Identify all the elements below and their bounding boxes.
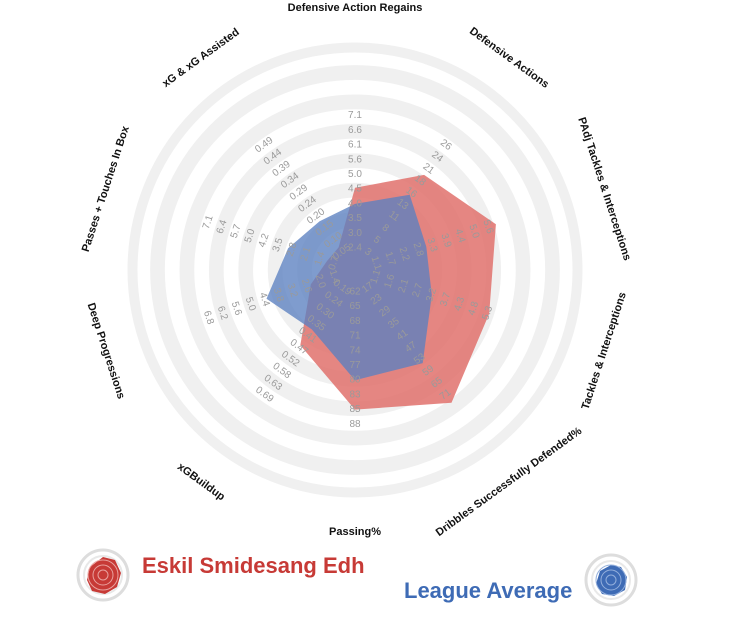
tick-label: 65 bbox=[349, 301, 361, 312]
axis-label: Tackles & Interceptions bbox=[580, 291, 629, 411]
series-polygon-league bbox=[266, 194, 432, 381]
tick-label: 3.5 bbox=[271, 236, 286, 253]
tick-label: 3 bbox=[362, 246, 373, 258]
axis-label: Defensive Action Regains bbox=[288, 2, 423, 14]
league-radar-icon bbox=[584, 553, 638, 607]
tick-label: 4.2 bbox=[257, 232, 272, 249]
tick-label: 6.8 bbox=[201, 309, 216, 326]
tick-label: 3.7 bbox=[438, 291, 453, 308]
radar-ring bbox=[127, 42, 583, 498]
tick-label: 2.8 bbox=[411, 241, 426, 258]
radar-ring bbox=[179, 94, 531, 446]
tick-label: 1.7 bbox=[383, 250, 398, 267]
tick-label: 1.1 bbox=[369, 268, 384, 285]
tick-label: 2.1 bbox=[299, 245, 314, 262]
tick-label: 2.6 bbox=[299, 278, 314, 295]
tick-label: 1.6 bbox=[383, 273, 398, 290]
legend-label-league: League Average bbox=[404, 578, 573, 603]
tick-label: 4.5 bbox=[348, 184, 362, 195]
tick-label: 3.9 bbox=[438, 232, 453, 249]
tick-label: 4.4 bbox=[452, 228, 467, 245]
tick-label: 2.7 bbox=[411, 282, 426, 299]
tick-label: 85 bbox=[349, 404, 361, 415]
tick-label: 5.6 bbox=[348, 154, 362, 165]
tick-label: 5.0 bbox=[466, 223, 481, 240]
radar-ring bbox=[150, 65, 560, 475]
tick-label: 7.1 bbox=[348, 110, 362, 121]
tick-label: 7.1 bbox=[201, 214, 216, 231]
tick-label: 3.3 bbox=[424, 237, 439, 254]
axis-label: xGBuildup bbox=[175, 461, 227, 504]
tick-label: 0.7 bbox=[327, 254, 342, 271]
radar-tick-labels: 2.43.03.54.04.55.05.66.16.67.13581113161… bbox=[201, 110, 495, 430]
axis-label: Passes + Touches In Box bbox=[80, 124, 132, 254]
tick-label: 4.8 bbox=[466, 300, 481, 317]
tick-label: 4.4 bbox=[257, 291, 272, 308]
tick-label: 4.0 bbox=[348, 198, 362, 209]
tick-label: 2.2 bbox=[397, 246, 412, 263]
tick-label: 2.8 bbox=[285, 241, 300, 258]
tick-label: 1.4 bbox=[313, 250, 328, 267]
tick-label: 3.0 bbox=[348, 228, 362, 239]
tick-label: 1.4 bbox=[327, 268, 342, 285]
tick-label: 71 bbox=[349, 331, 361, 342]
axis-label: PAdj Tackles & Interceptions bbox=[575, 116, 633, 262]
tick-label: 6.4 bbox=[215, 218, 230, 235]
tick-label: 83 bbox=[349, 389, 361, 400]
tick-label: 68 bbox=[349, 316, 361, 327]
tick-label: 3.8 bbox=[271, 287, 286, 304]
tick-label: 74 bbox=[349, 345, 361, 356]
tick-label: 6.2 bbox=[215, 305, 230, 322]
tick-label: 2.0 bbox=[313, 273, 328, 290]
tick-label: 5.6 bbox=[480, 219, 495, 236]
radar-polygons bbox=[266, 174, 496, 410]
tick-label: 2.4 bbox=[348, 243, 362, 254]
tick-label: 3.5 bbox=[348, 213, 362, 224]
tick-label: 5.6 bbox=[229, 300, 244, 317]
tick-label: 5.7 bbox=[229, 223, 244, 240]
tick-label: 4.3 bbox=[452, 295, 467, 312]
tick-label: 5.0 bbox=[243, 296, 258, 313]
axis-label: Deep Progressions bbox=[85, 301, 127, 400]
axis-label: Passing% bbox=[329, 526, 381, 538]
tick-label: 3.2 bbox=[285, 282, 300, 299]
tick-label: 5.0 bbox=[348, 169, 362, 180]
tick-label: 5.3 bbox=[480, 304, 495, 321]
tick-label: 5 bbox=[371, 234, 382, 246]
tick-label: 80 bbox=[349, 375, 361, 386]
tick-label: 1.1 bbox=[369, 255, 384, 272]
legend-label-player: Eskil Smidesang Edh bbox=[142, 553, 365, 578]
player-radar-icon bbox=[76, 548, 130, 602]
tick-label: 62 bbox=[349, 287, 361, 298]
tick-label: 5.0 bbox=[243, 227, 258, 244]
tick-label: 88 bbox=[349, 419, 361, 430]
legend-item-league: League Average bbox=[404, 553, 638, 607]
tick-label: 3.2 bbox=[424, 286, 439, 303]
tick-label: 6.1 bbox=[348, 140, 362, 151]
legend-item-player: Eskil Smidesang Edh bbox=[76, 548, 365, 602]
tick-label: 77 bbox=[349, 360, 361, 371]
tick-label: 8 bbox=[380, 222, 391, 234]
tick-label: 6.6 bbox=[348, 125, 362, 136]
tick-label: 2.1 bbox=[397, 277, 412, 294]
